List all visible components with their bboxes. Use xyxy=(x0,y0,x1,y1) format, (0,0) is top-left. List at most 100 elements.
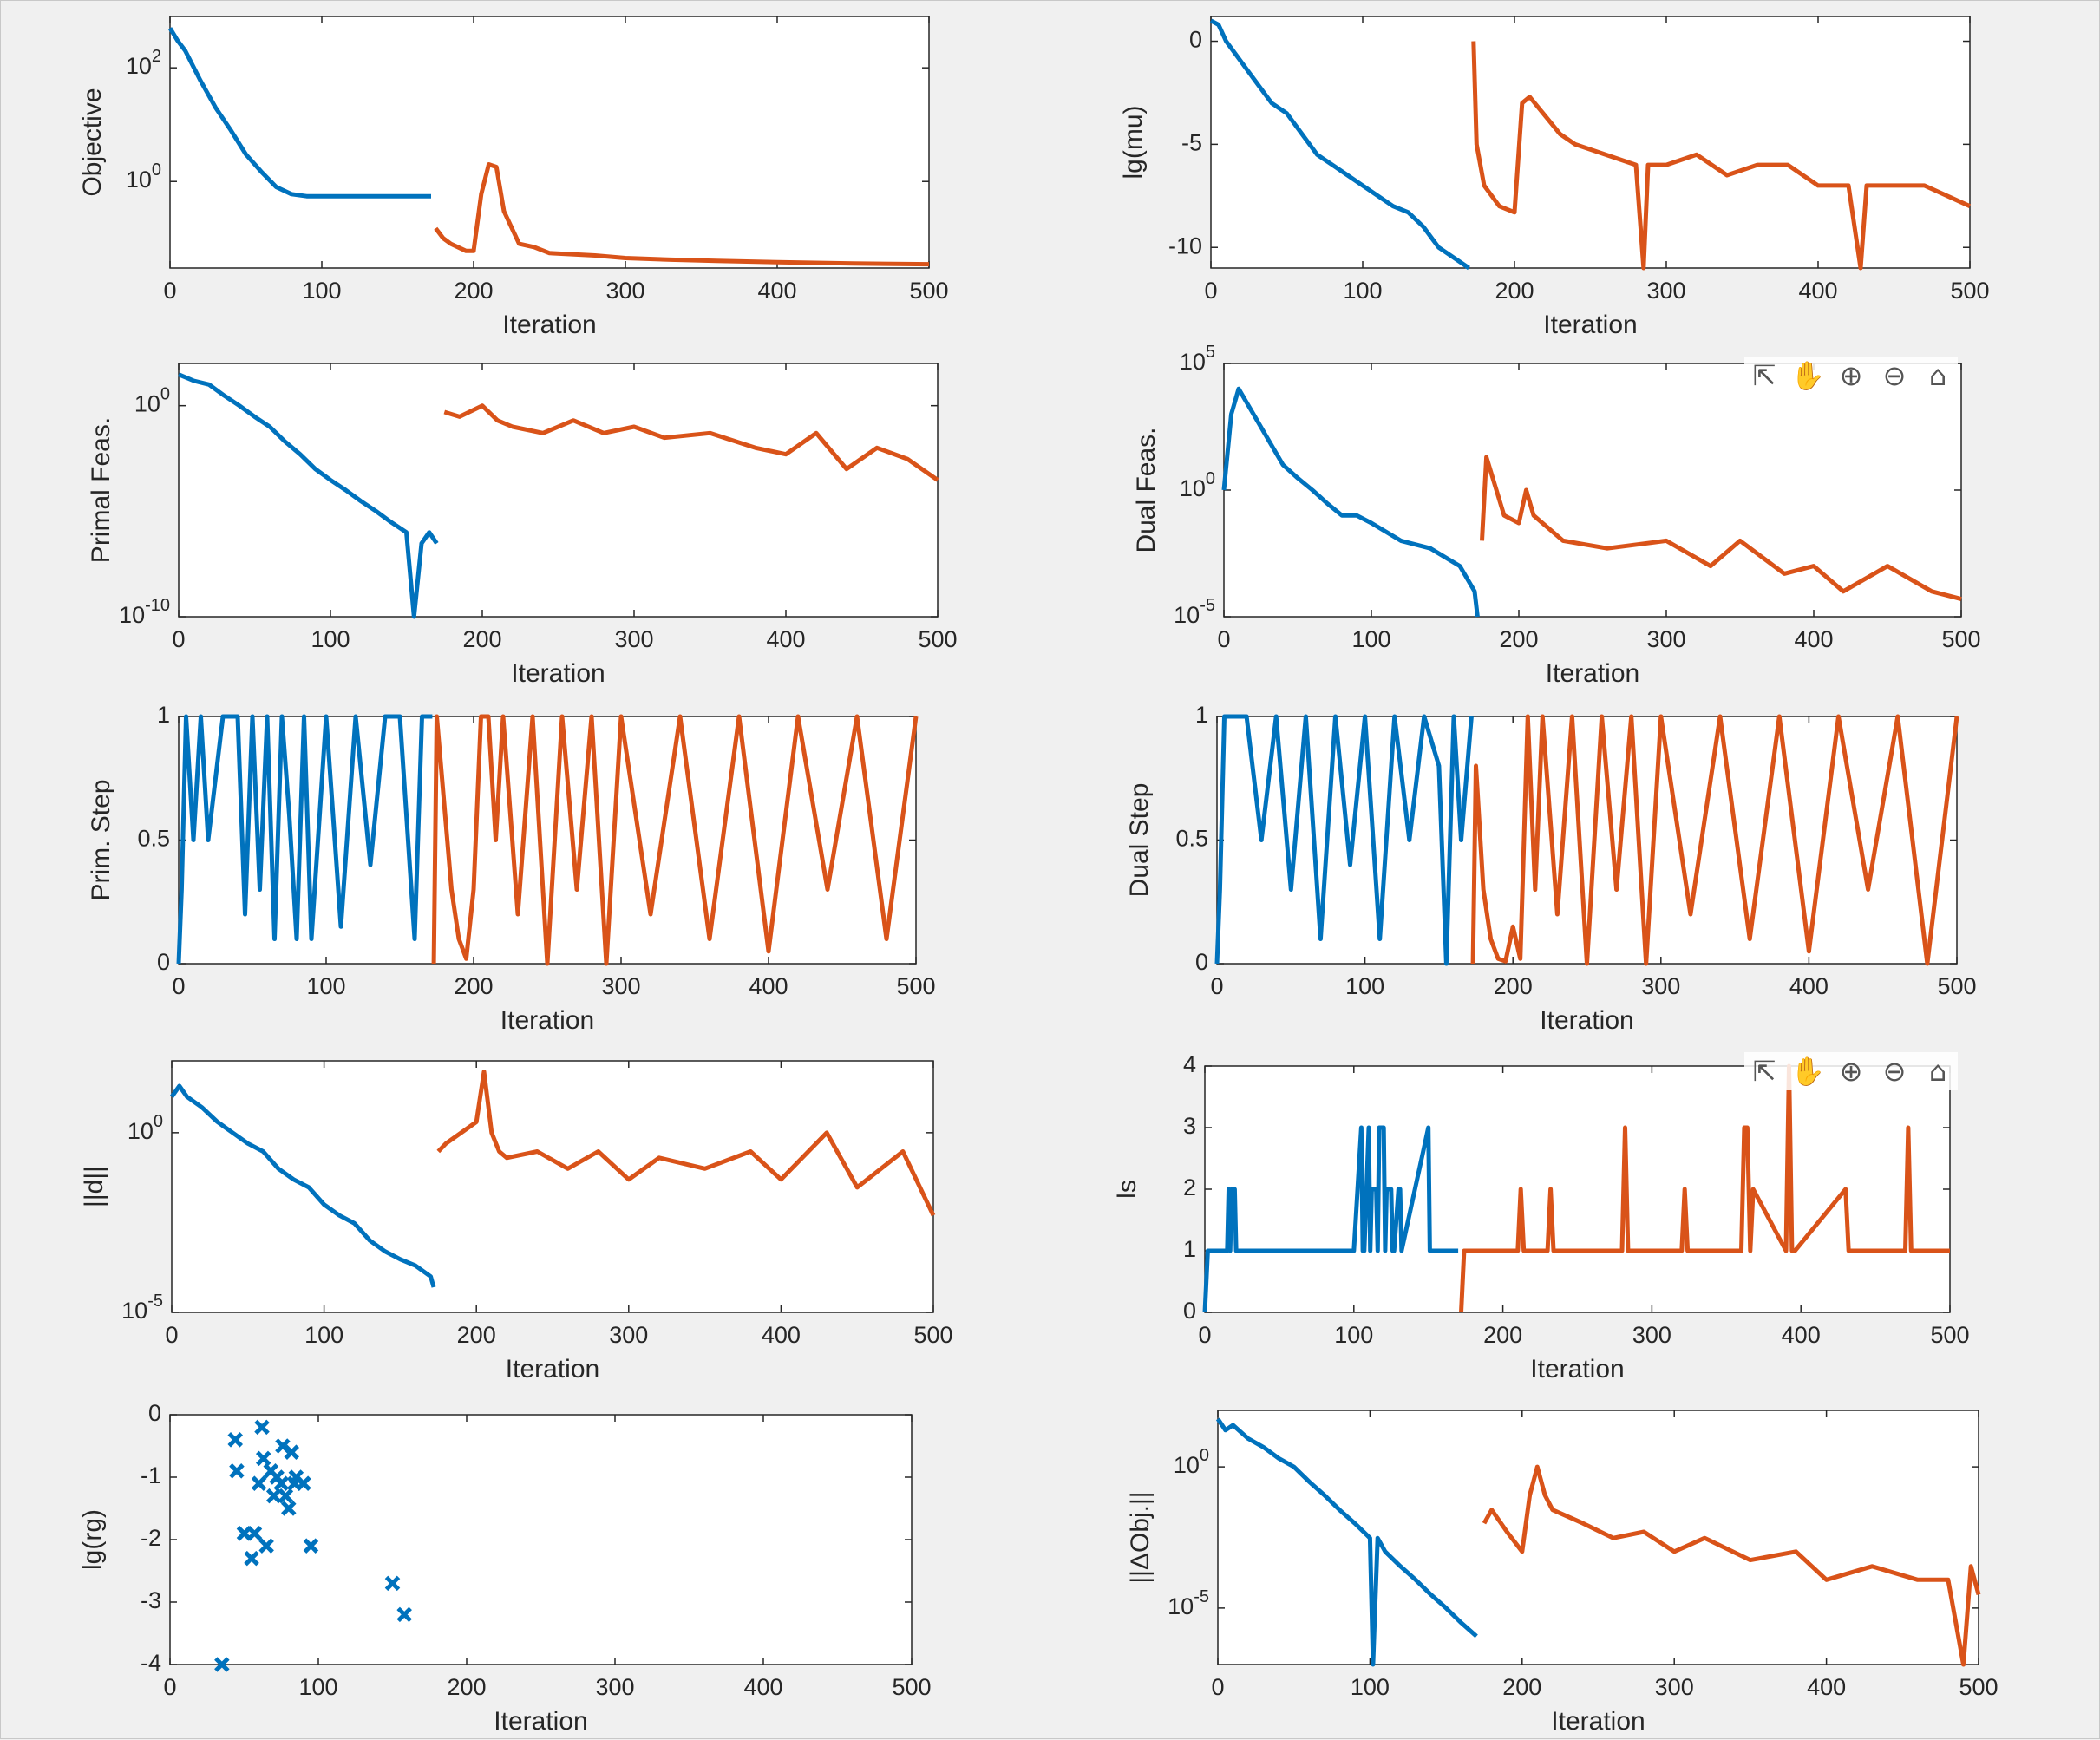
y-tick-label-d: 100 xyxy=(128,1112,163,1144)
x-tick-label-prim-step: 500 xyxy=(896,973,935,999)
export-icon[interactable]: ⇱ xyxy=(1752,359,1776,392)
x-tick-label-objective: 200 xyxy=(454,278,493,304)
axes-toolbar-dual-feas: ⇱ ✋ ⊕ ⊖ ⌂ xyxy=(1744,357,1958,395)
x-tick-label-objective: 500 xyxy=(909,278,948,304)
scatter-point-lg-rg xyxy=(296,1475,311,1491)
axes-toolbar-ls: ⇱ ✋ ⊕ ⊖ ⌂ xyxy=(1744,1052,1958,1090)
x-tick-label-lg-rg: 300 xyxy=(595,1674,634,1700)
axes-box-obj xyxy=(1217,1410,1979,1665)
x-tick-label-lg-mu: 400 xyxy=(1798,278,1837,304)
y-tick-label-lg-rg: -2 xyxy=(141,1525,161,1551)
x-tick-label-d: 200 xyxy=(457,1322,496,1348)
axes-box-objective xyxy=(169,16,930,269)
x-tick-label-primal-feas: 300 xyxy=(614,626,653,652)
series-line-blue-obj xyxy=(1215,1417,1478,1667)
x-axis-label-lg-mu: Iteration xyxy=(1543,311,1637,339)
series-line-orange-dual-step xyxy=(1470,714,1959,966)
y-tick-label-dual-feas: 10-5 xyxy=(1174,596,1215,628)
pan-hand-icon[interactable]: ✋ xyxy=(1790,1055,1825,1088)
x-tick-label-lg-mu: 300 xyxy=(1646,278,1685,304)
axes-box-lg-mu xyxy=(1210,16,1971,269)
y-axis-label-prim-step: Prim. Step xyxy=(87,779,115,900)
x-tick-label-prim-step: 200 xyxy=(454,973,493,999)
y-tick-label-prim-step: 0.5 xyxy=(137,826,170,852)
x-tick-label-ls: 0 xyxy=(1198,1322,1211,1348)
axes-box-dual-feas xyxy=(1223,363,1962,618)
y-tick-label-ls: 4 xyxy=(1183,1051,1196,1077)
x-tick-label-lg-rg: 500 xyxy=(892,1674,931,1700)
y-tick-label-ls: 1 xyxy=(1183,1236,1196,1262)
scatter-point-lg-rg xyxy=(281,1501,297,1516)
pan-hand-icon[interactable]: ✋ xyxy=(1790,359,1825,392)
x-tick-label-lg-rg: 0 xyxy=(163,1674,176,1700)
x-tick-label-lg-rg: 100 xyxy=(298,1674,337,1700)
y-tick-label-obj: 10-5 xyxy=(1168,1587,1209,1619)
y-tick-label-lg-rg: 0 xyxy=(148,1400,161,1426)
x-axis-label-lg-rg: Iteration xyxy=(494,1707,587,1736)
x-tick-label-ls: 400 xyxy=(1782,1322,1821,1348)
zoom-in-icon[interactable]: ⊕ xyxy=(1839,1055,1863,1088)
y-axis-label-objective: Objective xyxy=(78,88,107,196)
zoom-in-icon[interactable]: ⊕ xyxy=(1839,359,1863,392)
x-tick-label-dual-step: 0 xyxy=(1210,973,1223,999)
x-tick-label-objective: 300 xyxy=(605,278,644,304)
x-tick-label-lg-mu: 500 xyxy=(1950,278,1989,304)
y-tick-label-primal-feas: 100 xyxy=(134,385,170,417)
y-tick-label-lg-mu: -5 xyxy=(1181,130,1202,156)
scatter-point-lg-rg xyxy=(384,1575,401,1592)
zoom-out-icon[interactable]: ⊖ xyxy=(1882,1055,1907,1088)
export-icon[interactable]: ⇱ xyxy=(1752,1055,1776,1088)
x-tick-label-dual-feas: 0 xyxy=(1217,626,1230,652)
y-tick-label-dual-step: 1 xyxy=(1195,702,1208,728)
x-tick-label-obj: 0 xyxy=(1211,1674,1224,1700)
y-tick-label-dual-step: 0 xyxy=(1195,949,1208,975)
x-tick-label-obj: 300 xyxy=(1655,1674,1694,1700)
x-axis-label-objective: Iteration xyxy=(502,311,596,339)
axes-box-ls xyxy=(1204,1065,1951,1313)
zoom-out-icon[interactable]: ⊖ xyxy=(1882,359,1907,392)
x-tick-label-d: 500 xyxy=(913,1322,952,1348)
y-tick-label-ls: 3 xyxy=(1183,1113,1196,1139)
x-tick-label-lg-mu: 0 xyxy=(1204,278,1217,304)
y-axis-label-dual-step: Dual Step xyxy=(1125,783,1154,898)
x-tick-label-prim-step: 100 xyxy=(306,973,345,999)
y-axis-label-ls: ls xyxy=(1113,1180,1142,1199)
home-icon[interactable]: ⌂ xyxy=(1928,1055,1947,1088)
y-tick-label-lg-rg: -3 xyxy=(141,1587,161,1613)
x-tick-label-dual-step: 300 xyxy=(1641,973,1680,999)
x-tick-label-lg-rg: 400 xyxy=(743,1674,782,1700)
x-tick-label-ls: 200 xyxy=(1483,1322,1522,1348)
y-tick-label-lg-mu: 0 xyxy=(1189,27,1202,53)
series-line-orange-objective xyxy=(434,162,930,267)
series-line-orange-primal-feas xyxy=(443,403,939,482)
x-tick-label-objective: 100 xyxy=(302,278,341,304)
y-axis-label-primal-feas: Primal Feas. xyxy=(87,417,115,563)
scatter-point-lg-rg xyxy=(255,1450,271,1467)
x-tick-label-prim-step: 400 xyxy=(749,973,788,999)
y-tick-label-objective: 102 xyxy=(126,47,161,79)
x-tick-label-d: 0 xyxy=(165,1322,178,1348)
x-tick-label-ls: 300 xyxy=(1632,1322,1671,1348)
x-tick-label-dual-feas: 200 xyxy=(1499,626,1538,652)
scatter-point-lg-rg xyxy=(265,1488,282,1504)
x-tick-label-dual-feas: 400 xyxy=(1794,626,1833,652)
x-tick-label-primal-feas: 200 xyxy=(462,626,501,652)
x-tick-label-d: 100 xyxy=(304,1322,343,1348)
y-tick-label-prim-step: 1 xyxy=(157,702,170,728)
x-tick-label-lg-mu: 200 xyxy=(1495,278,1534,304)
x-tick-label-d: 300 xyxy=(609,1322,648,1348)
x-tick-label-dual-step: 500 xyxy=(1937,973,1976,999)
y-tick-label-obj: 100 xyxy=(1174,1446,1209,1478)
scatter-point-lg-rg xyxy=(251,1475,267,1491)
series-line-blue-dual-step xyxy=(1214,714,1474,966)
y-axis-label-lg-rg: lg(rg) xyxy=(78,1509,107,1570)
scatter-point-lg-rg xyxy=(246,1526,263,1541)
x-axis-label-dual-step: Iteration xyxy=(1540,1006,1633,1035)
x-tick-label-primal-feas: 100 xyxy=(311,626,350,652)
home-icon[interactable]: ⌂ xyxy=(1928,359,1947,392)
scatter-point-lg-rg xyxy=(244,1550,259,1567)
x-axis-label-d: Iteration xyxy=(506,1355,599,1383)
scatter-point-lg-rg xyxy=(258,1538,274,1554)
y-tick-label-lg-rg: -4 xyxy=(141,1650,161,1676)
